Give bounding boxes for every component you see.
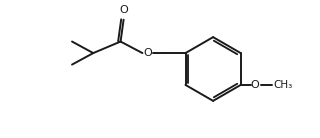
Text: O: O [251,80,259,90]
Text: O: O [119,5,128,15]
Text: CH₃: CH₃ [273,80,292,90]
Text: O: O [143,48,152,58]
